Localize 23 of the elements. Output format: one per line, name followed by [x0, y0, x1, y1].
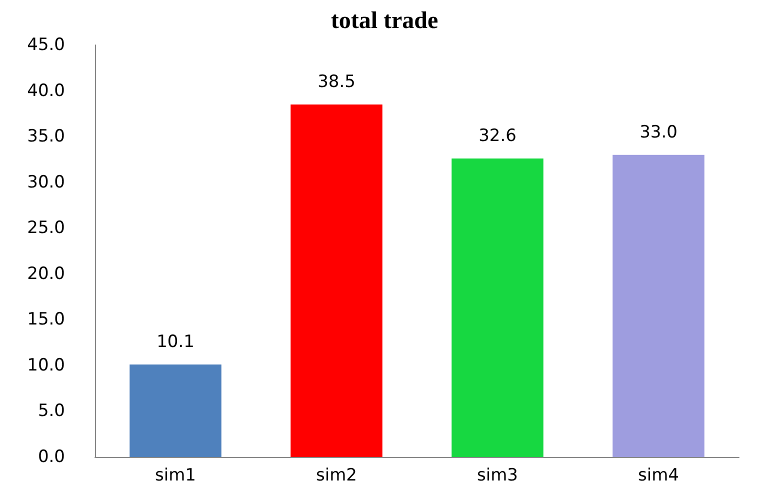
chart-title: total trade — [330, 8, 438, 34]
y-tick-label: 40.0 — [27, 80, 65, 101]
y-tick-label: 30.0 — [27, 172, 65, 192]
bar — [452, 158, 544, 457]
data-label: 33.0 — [640, 122, 678, 142]
y-tick-label: 0.0 — [38, 447, 65, 467]
bar — [130, 364, 222, 457]
y-tick-label: 20.0 — [27, 264, 65, 284]
data-label: 38.5 — [318, 72, 356, 92]
y-tick-label: 5.0 — [38, 401, 65, 422]
x-tick-label: sim2 — [316, 466, 357, 486]
bar — [612, 154, 704, 457]
data-label: 32.6 — [478, 126, 516, 146]
x-tick-label: sim4 — [638, 466, 679, 486]
x-tick-label: sim1 — [155, 466, 196, 486]
y-tick-label: 45.0 — [27, 35, 65, 55]
bar — [290, 104, 382, 457]
y-tick-label: 25.0 — [27, 218, 65, 238]
y-tick-label: 15.0 — [27, 310, 65, 330]
y-tick-label: 10.0 — [27, 355, 65, 376]
y-tick-label: 35.0 — [27, 126, 65, 147]
x-tick-label: sim3 — [477, 466, 518, 486]
data-label: 10.1 — [156, 332, 194, 352]
